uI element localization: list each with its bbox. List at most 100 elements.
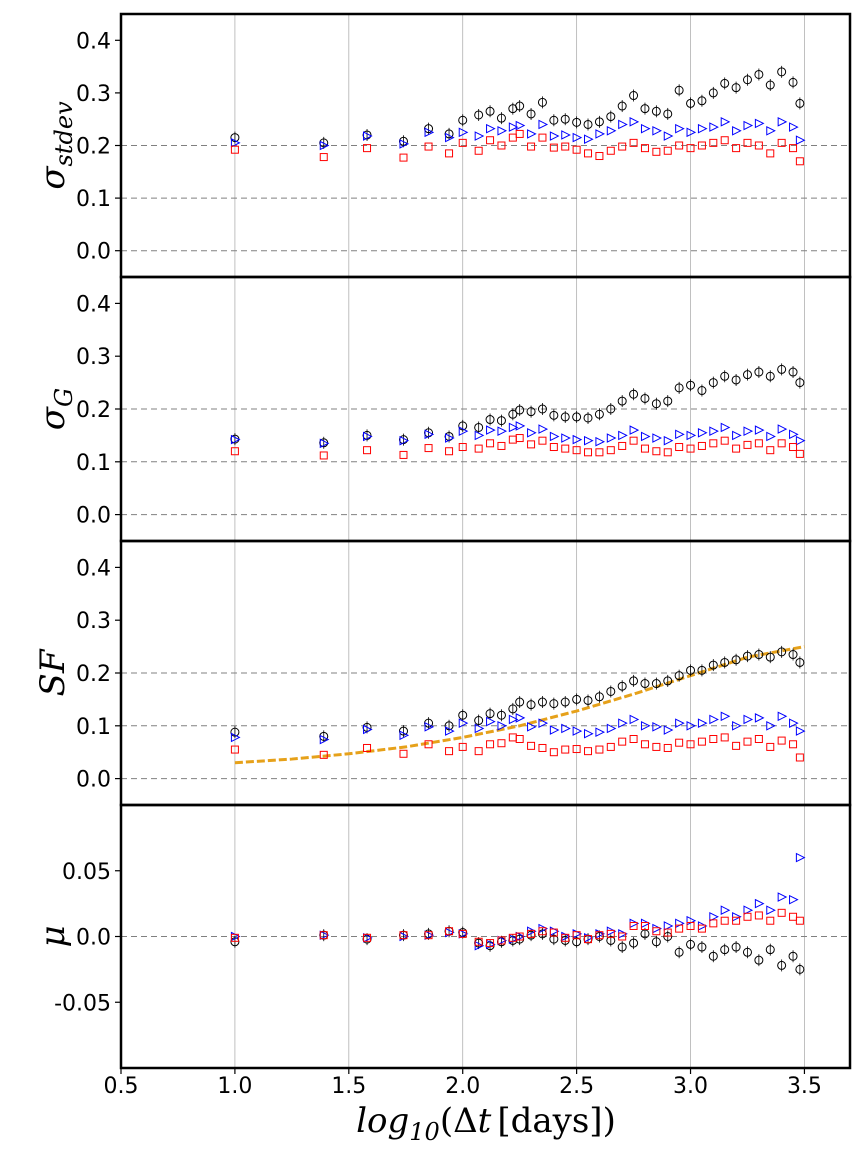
data-point-red [527, 142, 536, 151]
data-point-black [651, 937, 661, 947]
data-point-red [549, 928, 558, 937]
panel-mu [230, 852, 806, 976]
data-point-blue [595, 129, 606, 139]
data-point-blue [754, 713, 765, 723]
data-point-black [572, 937, 582, 947]
data-point-red [445, 447, 454, 456]
y-tick-label: 0.2 [76, 135, 111, 160]
data-point-red [640, 444, 649, 453]
data-point-blue [777, 117, 788, 127]
y-tick-label: 0.05 [62, 860, 111, 885]
data-point-red [363, 144, 372, 153]
data-point-blue [789, 718, 799, 728]
y-tick-label: 0.3 [76, 82, 111, 107]
data-point-blue [458, 718, 469, 728]
data-point-red [515, 129, 524, 138]
data-point-black [765, 652, 775, 662]
data-point-blue [363, 431, 373, 442]
data-point-blue [445, 433, 455, 443]
data-point-black [640, 104, 650, 114]
y-tick-label: 0.1 [76, 451, 111, 476]
data-point-red [399, 749, 408, 758]
marks-layer [230, 65, 806, 976]
data-point-blue [561, 723, 571, 734]
data-point-red [720, 436, 729, 445]
data-point-blue [584, 134, 594, 144]
data-point-red [319, 451, 328, 460]
data-point-black [526, 109, 536, 119]
data-point-black [549, 934, 559, 944]
data-point-red [595, 448, 604, 457]
data-point-black [549, 115, 559, 125]
data-point-red [363, 933, 372, 942]
data-point-red [486, 740, 495, 749]
data-point-blue [549, 131, 560, 141]
data-point-black [674, 383, 684, 393]
data-point-black [708, 378, 718, 388]
panel-sigma_G [230, 363, 806, 460]
data-point-black [765, 371, 775, 381]
data-point-black [686, 380, 696, 390]
data-point-blue [789, 122, 799, 132]
data-point-red [675, 141, 684, 150]
data-point-blue [640, 123, 651, 134]
frame-layer [115, 12, 852, 1074]
data-point-black [629, 91, 639, 101]
data-point-red [230, 447, 239, 456]
data-point-red [754, 735, 763, 743]
data-point-blue [319, 734, 330, 745]
data-point-red [777, 736, 786, 745]
data-point-black [754, 650, 764, 660]
data-point-black [777, 364, 787, 374]
data-point-red [675, 443, 684, 452]
data-point-black [674, 947, 684, 957]
data-point-red [697, 441, 706, 450]
data-point-blue [697, 123, 708, 134]
data-point-red [709, 735, 718, 743]
data-point-black [708, 88, 718, 98]
data-point-blue [445, 726, 455, 736]
y-axis-label-main: μ [33, 925, 73, 947]
y-tick-label: 0.4 [76, 292, 111, 317]
data-point-blue [595, 436, 606, 447]
data-point-blue [527, 722, 537, 732]
y-axis-label-sub: stdev [50, 101, 78, 167]
data-point-blue [424, 127, 435, 138]
y-tick-label: 0.4 [76, 29, 111, 54]
data-point-blue [720, 422, 731, 433]
data-point-black [474, 716, 484, 726]
data-point-black [496, 416, 506, 426]
data-point-black [697, 386, 707, 396]
data-point-black [629, 938, 639, 948]
data-point-red [486, 939, 495, 948]
data-point-blue [319, 140, 330, 151]
x-tick-label: 1.5 [331, 1074, 366, 1099]
data-point-red [743, 912, 752, 921]
data-point-red [663, 928, 672, 937]
data-point-black [674, 85, 684, 95]
data-point-black [686, 665, 696, 675]
data-point-blue [652, 125, 662, 136]
y-tick-label: 0.2 [76, 662, 111, 687]
data-point-black [572, 117, 582, 127]
data-point-red [720, 136, 729, 145]
data-point-red [515, 932, 524, 941]
data-point-red [486, 136, 495, 145]
y-tick-label: 0.0 [76, 504, 111, 529]
data-point-blue [486, 716, 496, 727]
data-point-red [697, 737, 706, 746]
y-tick-label: 0.0 [76, 240, 111, 265]
y-tick-label: 0.3 [76, 609, 111, 634]
data-point-blue [399, 730, 410, 741]
data-point-blue [754, 118, 765, 129]
data-point-red [424, 931, 433, 940]
data-point-blue [606, 723, 617, 734]
data-point-black [697, 942, 707, 952]
data-point-black [640, 679, 650, 689]
data-point-red [789, 443, 798, 452]
data-point-red [458, 929, 467, 938]
data-point-blue [675, 123, 685, 134]
data-point-black [754, 367, 764, 377]
data-point-blue [766, 431, 776, 442]
data-point-blue [663, 921, 674, 931]
